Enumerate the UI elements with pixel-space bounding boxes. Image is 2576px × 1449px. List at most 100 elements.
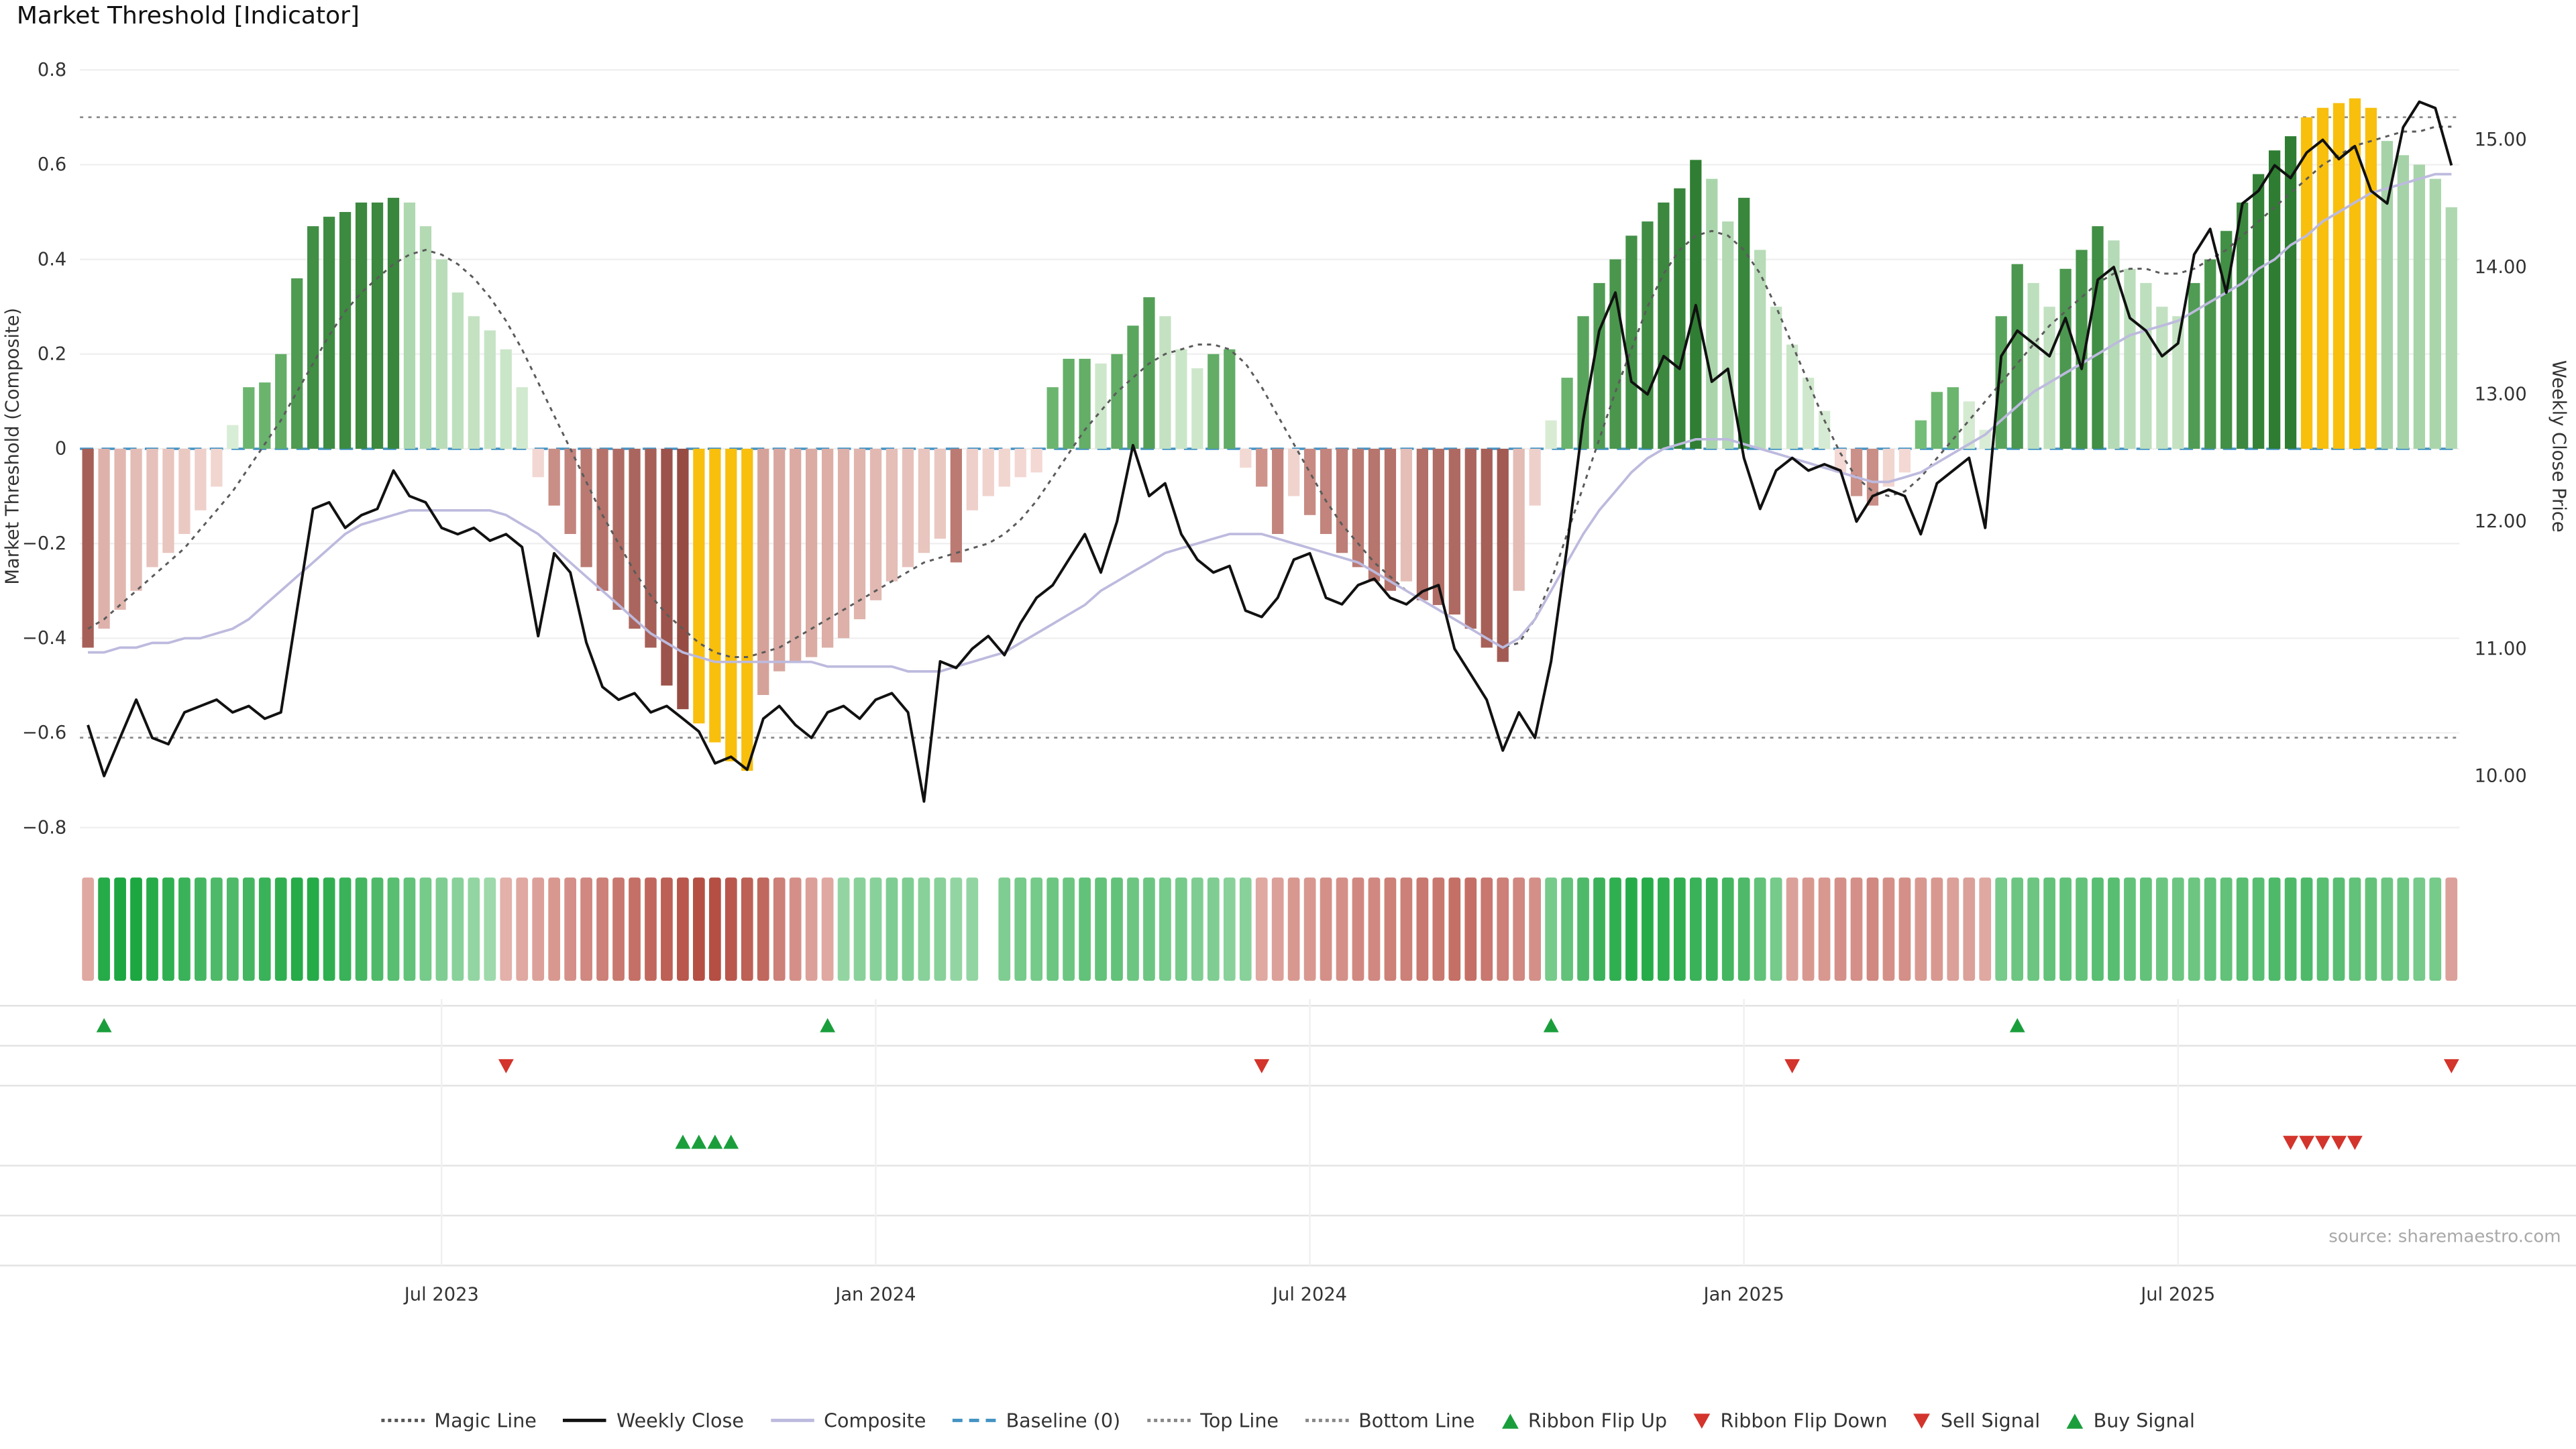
threshold-bar [1931, 392, 1943, 449]
buy-signal-marker-icon [2066, 1413, 2084, 1428]
ribbon-cell [1705, 877, 1718, 981]
threshold-bar [1770, 307, 1782, 449]
ribbon-cell [805, 877, 818, 981]
threshold-bar [178, 448, 191, 535]
threshold-bar [1336, 448, 1348, 553]
ribbon-cell [1770, 877, 1782, 981]
threshold-bar [1706, 178, 1718, 449]
threshold-bar [2140, 282, 2152, 449]
ribbon-cell [1014, 877, 1027, 981]
threshold-bar [2284, 136, 2297, 449]
threshold-bar [1352, 448, 1364, 568]
threshold-bar [1898, 448, 1911, 473]
bottom-line-marker-icon [1305, 1418, 1349, 1422]
ribbon-cell [1642, 877, 1654, 981]
threshold-bar [2172, 316, 2184, 449]
threshold-bar [2124, 268, 2136, 449]
ribbon-cell [1481, 877, 1493, 981]
sell-signal-icon [2299, 1136, 2315, 1150]
threshold-bar [339, 212, 352, 449]
ribbon-cell [98, 877, 110, 981]
baseline-marker-icon [953, 1418, 996, 1422]
threshold-bar [1658, 202, 1670, 449]
threshold-bar [2204, 259, 2216, 449]
threshold-bar [966, 448, 978, 511]
threshold-bar [1738, 197, 1750, 449]
threshold-bar [435, 259, 448, 449]
threshold-bar [1272, 448, 1284, 535]
threshold-bar [403, 202, 416, 449]
legend-label: Weekly Close [616, 1408, 744, 1432]
ribbon-cell [1416, 877, 1429, 981]
ribbon-cell [1239, 877, 1252, 981]
ribbon-cell [307, 877, 319, 981]
x-tick-label: Jan 2024 [834, 1285, 916, 1305]
y-tick-label-left: 0.2 [38, 343, 66, 364]
threshold-bar [998, 448, 1010, 487]
ribbon-flip-down-marker-icon [1693, 1413, 1711, 1428]
ribbon-cell [950, 877, 963, 981]
ribbon-cell [1175, 877, 1187, 981]
threshold-bar [1497, 448, 1509, 662]
threshold-bar [211, 448, 223, 487]
ribbon-cell [1947, 877, 1960, 981]
threshold-bar [2043, 307, 2055, 449]
threshold-bar [323, 217, 335, 449]
ribbon-cell [2284, 877, 2297, 981]
y-tick-label-left: 0.6 [38, 154, 66, 175]
ribbon-cell [789, 877, 802, 981]
threshold-bar [468, 316, 480, 449]
threshold-bar [564, 448, 576, 535]
threshold-bar [757, 448, 769, 696]
threshold-bar [821, 448, 834, 648]
ribbon-cell [1336, 877, 1348, 981]
ribbon-cell [1223, 877, 1236, 981]
ribbon-cell [162, 877, 174, 981]
threshold-bar [1384, 448, 1397, 591]
ribbon-cell [1111, 877, 1123, 981]
ribbon-cell [869, 877, 882, 981]
ribbon-cell [1063, 877, 1075, 981]
threshold-bar [1577, 316, 1589, 449]
ribbon-cell [2365, 877, 2377, 981]
ribbon-cell [724, 877, 737, 981]
ribbon-cell [2171, 877, 2184, 981]
ribbon-cell [403, 877, 416, 981]
legend-item-sell-signal: Sell Signal [1914, 1409, 2040, 1432]
legend-item-ribbon-flip-up: Ribbon Flip Up [1501, 1409, 1667, 1432]
threshold-bar [2059, 268, 2072, 449]
threshold-bar [1175, 349, 1187, 449]
legend-label: Sell Signal [1940, 1408, 2041, 1432]
threshold-bar [1513, 448, 1525, 591]
ribbon-cell [355, 877, 368, 981]
ribbon-cell [1882, 877, 1895, 981]
ribbon-cell [2381, 877, 2394, 981]
threshold-bar [934, 448, 947, 539]
threshold-bar [2300, 117, 2313, 449]
ribbon-cell [1802, 877, 1815, 981]
ribbon-cell [2155, 877, 2168, 981]
ribbon-cell [2316, 877, 2329, 981]
ribbon-cell [1850, 877, 1863, 981]
chart-drawing-layer: 0.8 0.6 0.4 0.2 0 −0.2 −0.4 −0.6 −0.8 15.00 14.00 1… [0, 60, 2576, 1305]
ribbon-cell [211, 877, 223, 981]
ribbon-cell [1737, 877, 1750, 981]
threshold-bar [1127, 325, 1139, 449]
threshold-bar [677, 448, 689, 710]
ribbon-cell [1898, 877, 1911, 981]
ribbon-cell [2332, 877, 2345, 981]
threshold-bar [1915, 420, 1927, 449]
legend-item-bottom-line: Bottom Line [1305, 1409, 1474, 1432]
ribbon-cell [258, 877, 271, 981]
ribbon-cell [1095, 877, 1107, 981]
y-tick-label-right: 14.00 [2475, 257, 2527, 278]
magic-line [87, 125, 2452, 658]
ribbon-flip-down-icon [498, 1059, 514, 1074]
y-tick-label-right: 15.00 [2475, 129, 2527, 150]
x-tick-label: Jul 2023 [403, 1285, 479, 1305]
ribbon-cell [1432, 877, 1445, 981]
threshold-bar [1786, 344, 1799, 449]
ribbon-cell [1963, 877, 1976, 981]
threshold-bar [1256, 448, 1268, 487]
ribbon-cell [821, 877, 834, 981]
